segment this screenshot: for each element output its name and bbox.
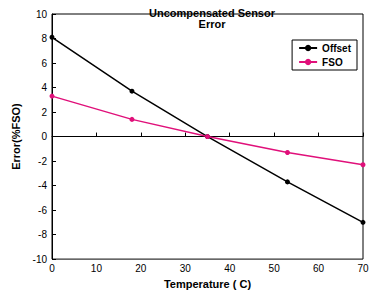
- svg-text:10: 10: [36, 9, 48, 20]
- svg-text:-10: -10: [33, 254, 48, 265]
- svg-text:8: 8: [41, 33, 47, 44]
- svg-text:70: 70: [357, 263, 369, 274]
- svg-text:-4: -4: [38, 180, 47, 191]
- svg-text:10: 10: [91, 263, 103, 274]
- svg-text:Error(%FSO): Error(%FSO): [10, 103, 22, 170]
- svg-text:40: 40: [224, 263, 236, 274]
- svg-text:4: 4: [41, 82, 47, 93]
- svg-text:50: 50: [269, 263, 281, 274]
- svg-text:30: 30: [180, 263, 192, 274]
- svg-text:Temperature ( C): Temperature ( C): [164, 278, 252, 290]
- svg-text:0: 0: [49, 263, 55, 274]
- svg-text:2: 2: [41, 107, 47, 118]
- svg-text:FSO: FSO: [322, 57, 343, 68]
- svg-text:60: 60: [313, 263, 325, 274]
- svg-text:Error: Error: [199, 18, 227, 30]
- svg-text:6: 6: [41, 58, 47, 69]
- svg-text:20: 20: [135, 263, 147, 274]
- svg-text:-8: -8: [38, 229, 47, 240]
- svg-text:Uncompensated Sensor: Uncompensated Sensor: [149, 6, 275, 19]
- svg-text:-6: -6: [38, 205, 47, 216]
- svg-text:Offset: Offset: [322, 43, 352, 54]
- svg-text:0: 0: [41, 131, 47, 142]
- svg-text:-2: -2: [38, 156, 47, 167]
